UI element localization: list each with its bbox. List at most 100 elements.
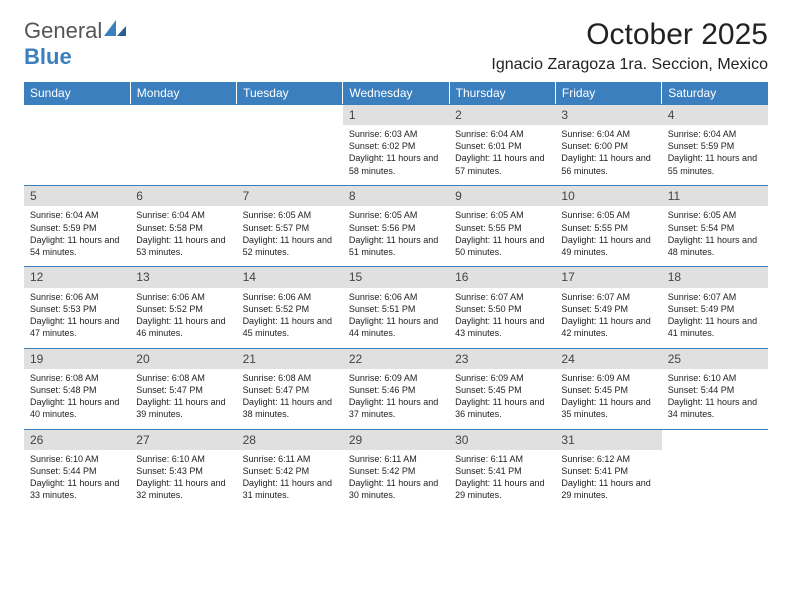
- day-content: [130, 125, 236, 183]
- sunrise-text: Sunrise: 6:08 AM: [30, 372, 124, 384]
- daylight-text: Daylight: 11 hours and 45 minutes.: [243, 315, 337, 339]
- sunset-text: Sunset: 5:49 PM: [668, 303, 762, 315]
- calendar-day-cell: 3Sunrise: 6:04 AMSunset: 6:00 PMDaylight…: [555, 104, 661, 184]
- daylight-text: Daylight: 11 hours and 39 minutes.: [136, 396, 230, 420]
- daylight-text: Daylight: 11 hours and 33 minutes.: [30, 477, 124, 501]
- day-number: [24, 104, 130, 125]
- sunset-text: Sunset: 5:47 PM: [243, 384, 337, 396]
- sunrise-text: Sunrise: 6:06 AM: [30, 291, 124, 303]
- day-content: Sunrise: 6:04 AMSunset: 6:01 PMDaylight:…: [449, 125, 555, 183]
- day-number: 1: [343, 104, 449, 125]
- sunrise-text: Sunrise: 6:11 AM: [455, 453, 549, 465]
- logo-text-general: General: [24, 18, 102, 43]
- sunrise-text: Sunrise: 6:04 AM: [136, 209, 230, 221]
- calendar-day-cell: 9Sunrise: 6:05 AMSunset: 5:55 PMDaylight…: [449, 184, 555, 265]
- logo: General Blue: [24, 18, 128, 70]
- daylight-text: Daylight: 11 hours and 42 minutes.: [561, 315, 655, 339]
- calendar-day-cell: 18Sunrise: 6:07 AMSunset: 5:49 PMDayligh…: [662, 265, 768, 346]
- sunrise-text: Sunrise: 6:05 AM: [349, 209, 443, 221]
- sunset-text: Sunset: 5:44 PM: [668, 384, 762, 396]
- day-content: Sunrise: 6:07 AMSunset: 5:49 PMDaylight:…: [555, 288, 661, 346]
- day-content: Sunrise: 6:05 AMSunset: 5:54 PMDaylight:…: [662, 206, 768, 264]
- day-content: Sunrise: 6:11 AMSunset: 5:42 PMDaylight:…: [343, 450, 449, 508]
- calendar-header-row: SundayMondayTuesdayWednesdayThursdayFrid…: [24, 82, 768, 104]
- sunset-text: Sunset: 5:57 PM: [243, 222, 337, 234]
- calendar-day-cell: 17Sunrise: 6:07 AMSunset: 5:49 PMDayligh…: [555, 265, 661, 346]
- sunset-text: Sunset: 6:01 PM: [455, 140, 549, 152]
- sunrise-text: Sunrise: 6:09 AM: [455, 372, 549, 384]
- day-content: Sunrise: 6:06 AMSunset: 5:51 PMDaylight:…: [343, 288, 449, 346]
- calendar-day-cell: 11Sunrise: 6:05 AMSunset: 5:54 PMDayligh…: [662, 184, 768, 265]
- day-number: 5: [24, 185, 130, 206]
- day-content: Sunrise: 6:06 AMSunset: 5:53 PMDaylight:…: [24, 288, 130, 346]
- sunset-text: Sunset: 5:48 PM: [30, 384, 124, 396]
- title-block: October 2025 Ignacio Zaragoza 1ra. Secci…: [491, 18, 768, 74]
- day-number: 9: [449, 185, 555, 206]
- sunset-text: Sunset: 5:50 PM: [455, 303, 549, 315]
- calendar-day-cell: 13Sunrise: 6:06 AMSunset: 5:52 PMDayligh…: [130, 265, 236, 346]
- sunset-text: Sunset: 5:45 PM: [561, 384, 655, 396]
- sunrise-text: Sunrise: 6:04 AM: [668, 128, 762, 140]
- sunset-text: Sunset: 5:49 PM: [561, 303, 655, 315]
- daylight-text: Daylight: 11 hours and 51 minutes.: [349, 234, 443, 258]
- day-number: 6: [130, 185, 236, 206]
- day-number: 12: [24, 266, 130, 287]
- sunrise-text: Sunrise: 6:08 AM: [243, 372, 337, 384]
- sunrise-text: Sunrise: 6:08 AM: [136, 372, 230, 384]
- sunset-text: Sunset: 5:54 PM: [668, 222, 762, 234]
- day-content: Sunrise: 6:03 AMSunset: 6:02 PMDaylight:…: [343, 125, 449, 183]
- sunrise-text: Sunrise: 6:05 AM: [243, 209, 337, 221]
- sunrise-text: Sunrise: 6:06 AM: [243, 291, 337, 303]
- calendar-day-cell: 2Sunrise: 6:04 AMSunset: 6:01 PMDaylight…: [449, 104, 555, 184]
- daylight-text: Daylight: 11 hours and 47 minutes.: [30, 315, 124, 339]
- weekday-header: Monday: [130, 82, 236, 104]
- day-content: Sunrise: 6:04 AMSunset: 5:59 PMDaylight:…: [662, 125, 768, 183]
- day-number: [130, 104, 236, 125]
- calendar-week-row: 1Sunrise: 6:03 AMSunset: 6:02 PMDaylight…: [24, 104, 768, 184]
- calendar-day-cell: 10Sunrise: 6:05 AMSunset: 5:55 PMDayligh…: [555, 184, 661, 265]
- sunset-text: Sunset: 5:51 PM: [349, 303, 443, 315]
- calendar-day-cell: 19Sunrise: 6:08 AMSunset: 5:48 PMDayligh…: [24, 347, 130, 428]
- day-number: 28: [237, 429, 343, 450]
- daylight-text: Daylight: 11 hours and 50 minutes.: [455, 234, 549, 258]
- daylight-text: Daylight: 11 hours and 54 minutes.: [30, 234, 124, 258]
- sunrise-text: Sunrise: 6:05 AM: [561, 209, 655, 221]
- daylight-text: Daylight: 11 hours and 36 minutes.: [455, 396, 549, 420]
- sunset-text: Sunset: 5:44 PM: [30, 465, 124, 477]
- sunset-text: Sunset: 5:55 PM: [455, 222, 549, 234]
- calendar-week-row: 26Sunrise: 6:10 AMSunset: 5:44 PMDayligh…: [24, 428, 768, 509]
- calendar-day-cell: 30Sunrise: 6:11 AMSunset: 5:41 PMDayligh…: [449, 428, 555, 509]
- calendar-week-row: 5Sunrise: 6:04 AMSunset: 5:59 PMDaylight…: [24, 184, 768, 265]
- sunrise-text: Sunrise: 6:03 AM: [349, 128, 443, 140]
- calendar-day-cell: 31Sunrise: 6:12 AMSunset: 5:41 PMDayligh…: [555, 428, 661, 509]
- daylight-text: Daylight: 11 hours and 53 minutes.: [136, 234, 230, 258]
- sunrise-text: Sunrise: 6:11 AM: [349, 453, 443, 465]
- calendar-day-cell: 26Sunrise: 6:10 AMSunset: 5:44 PMDayligh…: [24, 428, 130, 509]
- day-number: 22: [343, 348, 449, 369]
- calendar-day-cell: 25Sunrise: 6:10 AMSunset: 5:44 PMDayligh…: [662, 347, 768, 428]
- day-content: Sunrise: 6:09 AMSunset: 5:46 PMDaylight:…: [343, 369, 449, 427]
- day-number: 13: [130, 266, 236, 287]
- day-number: [662, 429, 768, 450]
- sunrise-text: Sunrise: 6:07 AM: [668, 291, 762, 303]
- sunrise-text: Sunrise: 6:07 AM: [561, 291, 655, 303]
- daylight-text: Daylight: 11 hours and 55 minutes.: [668, 152, 762, 176]
- day-content: Sunrise: 6:06 AMSunset: 5:52 PMDaylight:…: [130, 288, 236, 346]
- calendar-empty-cell: [662, 428, 768, 509]
- sunrise-text: Sunrise: 6:10 AM: [668, 372, 762, 384]
- day-content: Sunrise: 6:10 AMSunset: 5:44 PMDaylight:…: [24, 450, 130, 508]
- daylight-text: Daylight: 11 hours and 29 minutes.: [561, 477, 655, 501]
- sunset-text: Sunset: 5:59 PM: [30, 222, 124, 234]
- sunrise-text: Sunrise: 6:07 AM: [455, 291, 549, 303]
- sunset-text: Sunset: 5:45 PM: [455, 384, 549, 396]
- sunset-text: Sunset: 5:56 PM: [349, 222, 443, 234]
- weekday-header: Sunday: [24, 82, 130, 104]
- daylight-text: Daylight: 11 hours and 30 minutes.: [349, 477, 443, 501]
- sunset-text: Sunset: 6:00 PM: [561, 140, 655, 152]
- daylight-text: Daylight: 11 hours and 41 minutes.: [668, 315, 762, 339]
- day-number: 19: [24, 348, 130, 369]
- sunrise-text: Sunrise: 6:04 AM: [561, 128, 655, 140]
- day-content: Sunrise: 6:08 AMSunset: 5:48 PMDaylight:…: [24, 369, 130, 427]
- daylight-text: Daylight: 11 hours and 48 minutes.: [668, 234, 762, 258]
- day-content: Sunrise: 6:11 AMSunset: 5:41 PMDaylight:…: [449, 450, 555, 508]
